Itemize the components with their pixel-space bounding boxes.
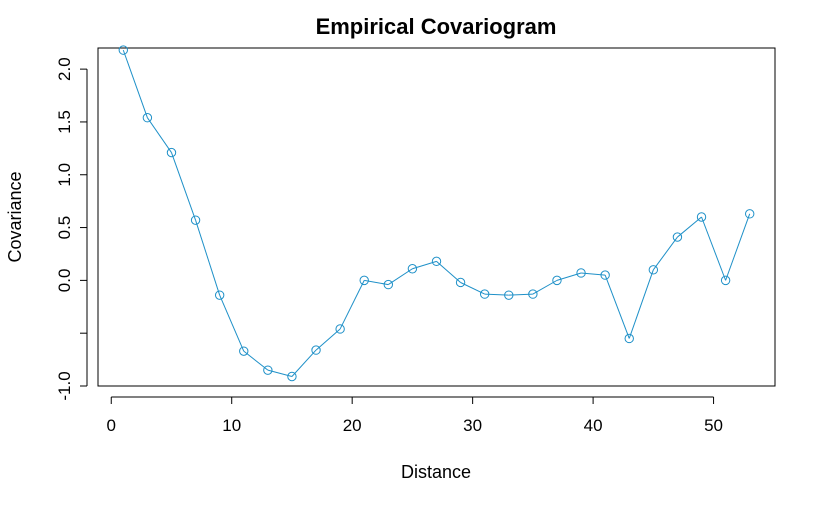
series-segment: [315, 328, 341, 351]
series-segment: [677, 216, 702, 238]
series-segment: [339, 280, 365, 330]
data-point: [576, 268, 586, 278]
series-segment: [701, 216, 727, 281]
series-segment: [122, 49, 148, 118]
data-point: [166, 147, 177, 158]
series-segment: [604, 274, 630, 339]
y-tick-label: 1.5: [55, 110, 74, 134]
data-point: [672, 232, 683, 242]
x-tick-label: 20: [343, 416, 362, 435]
series-segment: [195, 220, 221, 296]
data-point: [648, 265, 659, 275]
data-point: [383, 279, 394, 290]
series-segment: [146, 117, 172, 153]
data-point: [359, 275, 369, 286]
series-segment: [388, 268, 413, 286]
series-segment: [219, 294, 245, 352]
data-point: [720, 275, 731, 286]
data-point: [552, 275, 562, 286]
series-segment: [243, 350, 269, 371]
series-segment: [628, 269, 654, 339]
data-point: [745, 209, 755, 219]
data-point: [263, 365, 273, 375]
data-point: [431, 256, 442, 267]
data-point: [287, 371, 297, 382]
y-tick-label: 0.5: [55, 216, 74, 240]
series-segment: [652, 236, 678, 271]
y-axis-label: Covariance: [5, 171, 25, 262]
y-tick-label: 1.0: [55, 163, 74, 187]
data-point: [335, 324, 345, 334]
data-point: [504, 290, 514, 300]
x-tick-label: 10: [222, 416, 241, 435]
data-point: [214, 290, 225, 300]
data-point: [311, 345, 321, 355]
series-point-group: [118, 45, 755, 382]
x-tick-label: 40: [584, 416, 603, 435]
data-point: [142, 113, 153, 123]
series-segment: [171, 152, 197, 221]
chart-title: Empirical Covariogram: [316, 14, 557, 39]
data-point: [190, 215, 201, 225]
x-tick-label: 50: [704, 416, 723, 435]
data-point: [118, 45, 128, 55]
series-segment: [725, 213, 751, 281]
data-point: [479, 289, 490, 299]
data-point: [528, 289, 538, 299]
data-point: [624, 333, 634, 344]
x-tick-label: 30: [463, 416, 482, 435]
data-point: [600, 270, 610, 280]
plot-frame: [97, 47, 776, 387]
y-tick-label: 0.0: [55, 269, 74, 293]
data-point: [455, 277, 466, 288]
series-segment: [291, 349, 317, 377]
x-axis: 0 10 20 30 40 50: [107, 396, 723, 435]
y-tick-label: -1.0: [55, 371, 74, 400]
series-line-group: [122, 49, 751, 377]
data-point: [239, 346, 249, 356]
data-point: [696, 212, 707, 222]
x-tick-label: 0: [107, 416, 116, 435]
x-axis-label: Distance: [401, 462, 471, 482]
series-segment: [436, 260, 461, 283]
data-point: [407, 264, 418, 274]
y-tick-label: 2.0: [55, 57, 74, 81]
y-axis: -1.0 0.0 0.5 1.0 1.5 2.0: [55, 57, 88, 401]
